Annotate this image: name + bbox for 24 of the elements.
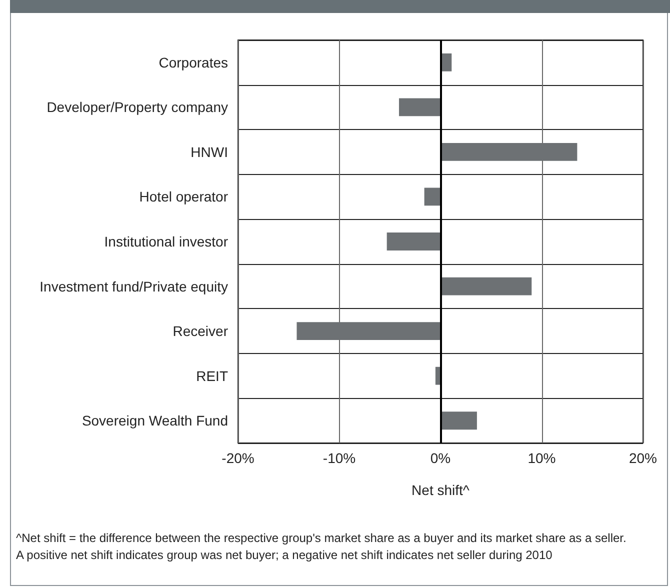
y-tick-label: Corporates	[158, 54, 228, 70]
bar	[440, 277, 532, 296]
text: A positive net shift indicates group was net buyer; a negative net shift indicates net seller during 2010	[16, 547, 554, 564]
bar	[424, 188, 440, 206]
y-tick-label: Sovereign Wealth Fund	[82, 412, 228, 429]
x-tick-label: -20%	[222, 450, 254, 466]
x-axis-title: Net shift^	[412, 482, 470, 498]
bar	[296, 322, 440, 340]
x-tick-label: -10%	[322, 450, 356, 466]
x-tick-label: 20%	[628, 450, 658, 466]
x-tick-label: 0%	[430, 450, 451, 466]
y-tick-label: Institutional investor	[104, 234, 228, 250]
bar	[440, 142, 578, 161]
bar	[440, 412, 477, 430]
bar	[386, 232, 440, 250]
bar	[398, 98, 440, 116]
y-tick-label: HNWI	[190, 144, 228, 160]
x-tick-label: 10%	[528, 450, 556, 466]
y-tick-label: Hotel operator	[139, 188, 228, 205]
y-tick-label: Developer/Property company	[46, 99, 228, 116]
y-tick-label: REIT	[196, 368, 228, 384]
y-tick-label: Receiver	[172, 323, 228, 340]
y-tick-label: Investment fund/Private equity	[40, 278, 228, 294]
text: ^Net shift = the difference between the respective group's market share as a buyer and its market share as a seller.	[16, 530, 628, 547]
